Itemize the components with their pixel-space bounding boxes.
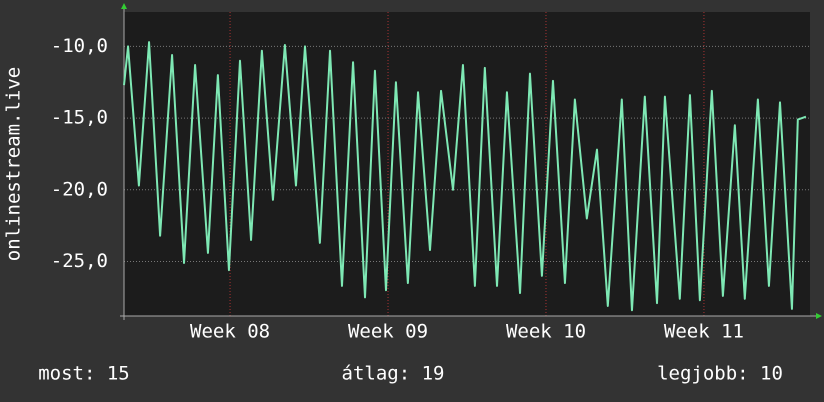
y-tick-label: -15,0 bbox=[51, 107, 108, 129]
y-axis-arrow bbox=[121, 3, 127, 9]
x-tick-label: Week 09 bbox=[348, 321, 428, 343]
data-line bbox=[123, 41, 807, 312]
plot-area bbox=[124, 12, 810, 316]
y-tick-label: -20,0 bbox=[51, 178, 108, 200]
x-tick-label: Week 08 bbox=[190, 321, 270, 343]
stat-current: most: 15 bbox=[38, 363, 130, 385]
y-tick-label: -10,0 bbox=[51, 35, 108, 57]
x-tick-label: Week 10 bbox=[506, 321, 586, 343]
x-axis-arrow bbox=[816, 313, 822, 319]
stat-average: átlag: 19 bbox=[342, 363, 445, 385]
y-tick-label: -25,0 bbox=[51, 250, 108, 272]
y-axis-label: onlinestream.live bbox=[3, 67, 25, 261]
x-tick-label: Week 11 bbox=[664, 321, 744, 343]
stat-best: legjobb: 10 bbox=[657, 363, 783, 385]
